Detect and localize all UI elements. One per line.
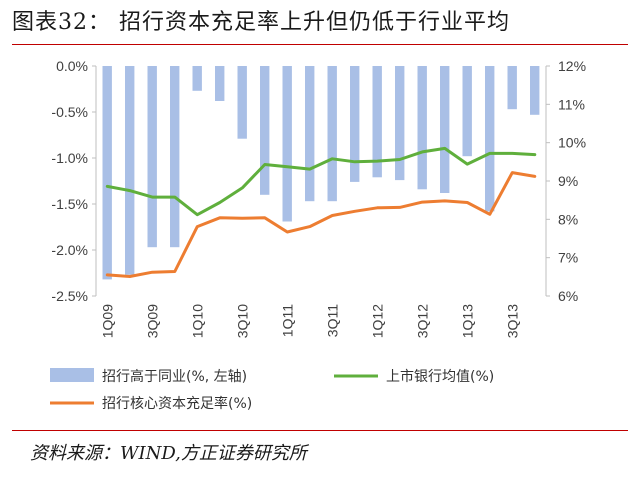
bar-4Q12 bbox=[440, 66, 450, 193]
bar-3Q11 bbox=[327, 66, 337, 202]
y-right-tick-label: 12% bbox=[558, 58, 586, 74]
y-right-tick-label: 6% bbox=[558, 288, 578, 304]
legend-label-cmb: 招行核心资本充足率(%) bbox=[102, 395, 252, 412]
y-left-tick-label: -0.5% bbox=[51, 104, 88, 120]
x-tick-label: 3Q09 bbox=[144, 304, 160, 338]
bar-4Q11 bbox=[350, 66, 360, 182]
y-left-tick-label: -2.0% bbox=[51, 242, 88, 258]
lines-layer bbox=[105, 146, 537, 278]
x-tick-label: 3Q10 bbox=[234, 304, 250, 338]
x-tick-label: 1Q11 bbox=[279, 304, 295, 337]
x-tick-label: 1Q12 bbox=[369, 304, 385, 338]
bar-1Q13 bbox=[462, 66, 472, 157]
page-title: 图表32： 招行资本充足率上升但仍低于行业平均 bbox=[12, 10, 510, 35]
bar-4Q09 bbox=[170, 66, 180, 248]
bar-3Q09 bbox=[147, 66, 157, 248]
axis-layer bbox=[92, 65, 550, 297]
bar-1Q11 bbox=[282, 66, 292, 222]
bar-2Q09 bbox=[125, 66, 135, 275]
bar-2Q11 bbox=[305, 66, 315, 202]
y-right-tick-label: 7% bbox=[558, 250, 578, 266]
bar-2Q10 bbox=[215, 66, 225, 101]
x-tick-label: 3Q12 bbox=[414, 304, 430, 338]
bars-layer bbox=[102, 66, 540, 280]
x-tick-label: 1Q09 bbox=[99, 304, 115, 338]
y-left-tick-label: -2.5% bbox=[51, 288, 88, 304]
x-tick-label: 1Q10 bbox=[189, 304, 205, 338]
y-left-tick-label: -1.5% bbox=[51, 196, 88, 212]
bar-2Q13 bbox=[485, 66, 495, 212]
bar-3Q12 bbox=[417, 66, 427, 190]
title-rule bbox=[12, 44, 628, 45]
legend: 招行高于同业(%, 左轴) 上市银行均值(%) 招行核心资本充足率(%) bbox=[50, 368, 494, 412]
x-tick-label: 3Q13 bbox=[504, 304, 520, 338]
source-rule bbox=[12, 430, 628, 431]
line-industry-average bbox=[105, 146, 537, 217]
y-right-tick-label: 8% bbox=[558, 211, 578, 227]
bar-3Q13 bbox=[507, 66, 517, 110]
bar-2Q12 bbox=[395, 66, 405, 181]
y-right-tick-label: 9% bbox=[558, 173, 578, 189]
capital-adequacy-chart: 0.0% -0.5% -1.0% -1.5% -2.0% -2.5% 12% 11% 10% 9%… bbox=[50, 58, 586, 412]
x-tick-label: 1Q13 bbox=[459, 304, 475, 338]
bar-3Q10 bbox=[237, 66, 247, 139]
bar-4Q10 bbox=[260, 66, 270, 195]
labels-layer: 0.0% -0.5% -1.0% -1.5% -2.0% -2.5% 12% 11% 10% 9%… bbox=[51, 58, 586, 338]
bar-1Q10 bbox=[192, 66, 202, 91]
line-cmb-core-capital bbox=[105, 171, 537, 278]
bar-4Q13 bbox=[530, 66, 540, 115]
y-right-tick-label: 11% bbox=[558, 96, 585, 112]
bar-1Q12 bbox=[372, 66, 382, 178]
y-left-tick-label: -1.0% bbox=[51, 150, 88, 166]
y-left-tick-label: 0.0% bbox=[56, 58, 88, 74]
bar-1Q09 bbox=[102, 66, 112, 280]
legend-swatch-bars bbox=[50, 368, 94, 382]
x-tick-label: 3Q11 bbox=[324, 304, 340, 337]
source-note: 资料来源：WIND,方正证券研究所 bbox=[30, 443, 307, 464]
y-right-tick-label: 10% bbox=[558, 135, 586, 151]
legend-label-average: 上市银行均值(%) bbox=[386, 368, 494, 385]
legend-label-bars: 招行高于同业(%, 左轴) bbox=[102, 368, 247, 385]
